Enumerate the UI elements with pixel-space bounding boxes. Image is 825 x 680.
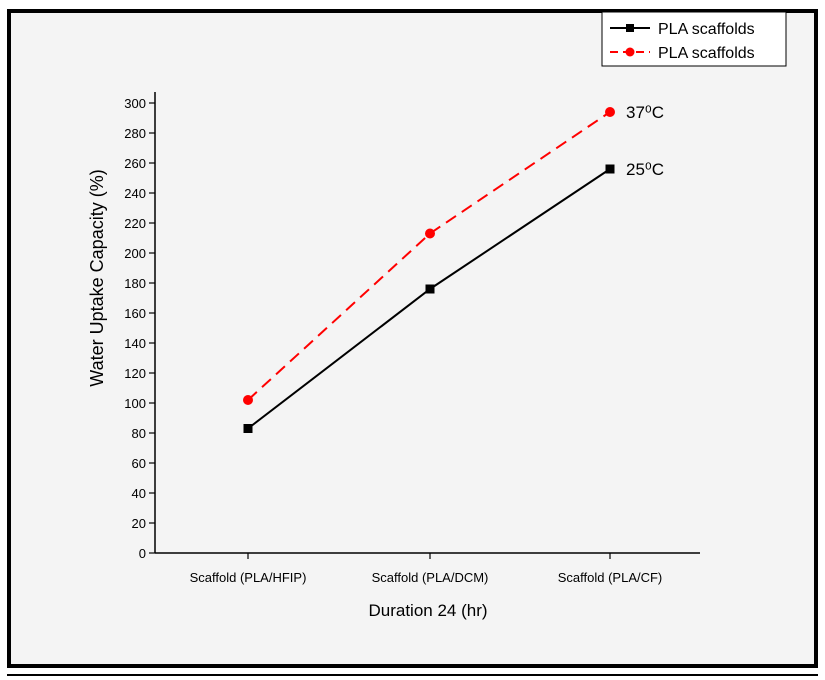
y-tick-label: 280 [124,126,146,141]
y-tick-label: 300 [124,96,146,111]
y-tick-label: 160 [124,306,146,321]
bottom-rule [7,674,818,676]
legend-label: PLA scaffolds [658,21,755,38]
y-tick-label: 240 [124,186,146,201]
figure-frame [7,9,818,668]
y-tick-label: 120 [124,366,146,381]
legend-entry: PLA scaffolds [610,45,755,62]
data-point [605,164,615,174]
legend-entry: PLA scaffolds [610,21,755,38]
series-2: 37⁰C [243,103,664,405]
y-axis-label: Water Uptake Capacity (%) [87,169,107,386]
x-tick-label: Scaffold (PLA/HFIP) [190,570,307,585]
y-tick-label: 180 [124,276,146,291]
series-1: 25⁰C [243,160,664,433]
x-axis-label: Duration 24 (hr) [368,601,487,620]
y-tick-label: 260 [124,156,146,171]
axes [154,92,700,554]
series-group: 25⁰C 37⁰C [243,103,664,433]
x-tick-label: Scaffold (PLA/DCM) [372,570,489,585]
y-tick-label: 220 [124,216,146,231]
y-tick-label: 0 [139,546,146,561]
legend: PLA scaffolds PLA scaffolds [601,11,787,67]
y-tick-label: 60 [132,456,146,471]
legend-label: PLA scaffolds [658,45,755,62]
series-line [247,168,611,430]
y-tick-label: 200 [124,246,146,261]
series-annotation: 25⁰C [626,160,664,179]
data-point [425,228,435,239]
series-annotation: 37⁰C [626,103,664,122]
data-point [605,107,615,117]
series-line [247,111,611,401]
x-tick-label: Scaffold (PLA/CF) [558,570,663,585]
y-tick-label: 100 [124,396,146,411]
x-ticks: Scaffold (PLA/HFIP) Scaffold (PLA/DCM) Sca… [190,553,663,585]
data-point [425,284,435,294]
data-point [243,395,253,405]
y-tick-label: 80 [132,426,146,441]
data-point [243,424,253,433]
y-tick-label: 40 [132,486,146,501]
y-tick-label: 20 [132,516,146,531]
legend-marker [625,47,635,57]
legend-marker [626,24,634,32]
legend-box [601,11,787,67]
y-tick-label: 140 [124,336,146,351]
y-ticks: 0 20 40 60 80 100 120 140 160 180 200 220 240 260 280 3… [124,96,155,561]
